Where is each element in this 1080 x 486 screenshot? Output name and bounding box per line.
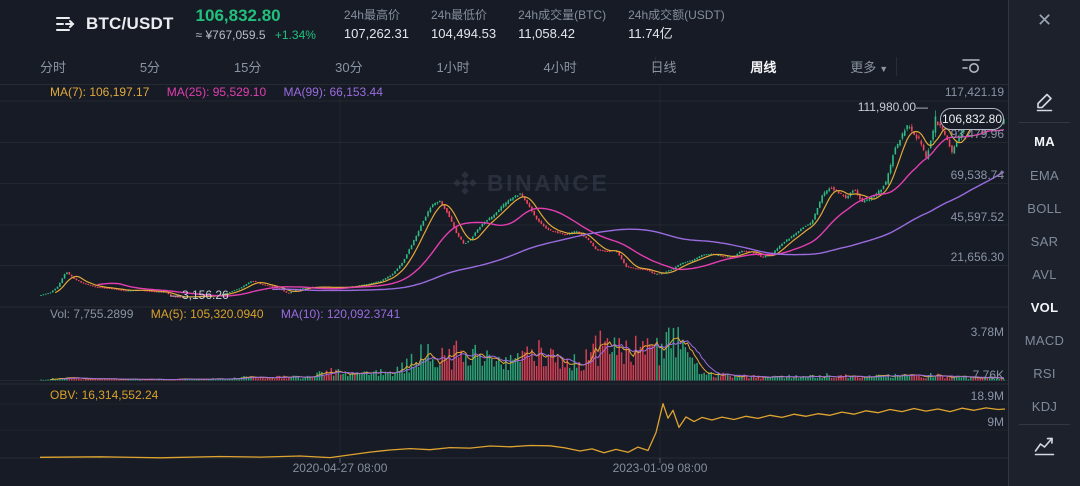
ma25-value: MA(25): 95,529.10 [166, 85, 267, 99]
chevron-down-icon: ▼ [879, 63, 889, 74]
volume-axis-tick: 3.78M [970, 325, 1004, 339]
sidebar-divider [1019, 424, 1070, 425]
last-price: 106,832.80 [195, 6, 281, 25]
binance-logo-icon [453, 171, 477, 195]
price-axis-tick: 93,479.96 [950, 127, 1004, 141]
volume-axis-tick: 7.76K [972, 368, 1004, 382]
stat-high: 24h最高价 107,262.31 [343, 7, 409, 41]
ticker-stats: 24h最高价 107,262.31 24h最低价 104,494.53 24h成交量… [344, 9, 725, 40]
stat-low: 24h最低价 104,494.53 [431, 7, 497, 41]
tab-more[interactable]: 更多 ▼ [850, 59, 889, 75]
time-axis-tick: 2023-01-09 08:00 [612, 461, 708, 475]
symbol-title: BTC/USDT [86, 14, 174, 33]
sidebar-divider [1019, 122, 1070, 123]
indicator-sar[interactable]: SAR [1030, 234, 1059, 249]
stat-volume-usdt: 24h成交额(USDT) 11.74亿 [628, 7, 725, 41]
binance-watermark: BINANCE [452, 170, 609, 196]
chart-region: BTC/USDT 106,832.80 ≈ ¥767,059.5 +1.34% … [0, 0, 1008, 486]
low-marker: —3,156.26 [170, 288, 229, 302]
price-axis-tick: 117,421.19 [944, 85, 1004, 99]
obv-axis-tick: 9M [987, 415, 1004, 429]
tab-4h[interactable]: 4小时 [543, 59, 577, 75]
tab-30m[interactable]: 30分 [335, 59, 363, 75]
tab-5m[interactable]: 5分 [139, 59, 161, 75]
vol-ma10-value: MA(10): 120,092.3741 [280, 307, 401, 321]
stat-volume-btc: 24h成交量(BTC) 11,058.42 [518, 7, 607, 41]
time-axis-tick: 2020-04-27 08:00 [292, 461, 388, 475]
line-chart-icon[interactable] [1009, 434, 1080, 458]
ma7-value: MA(7): 106,197.17 [50, 85, 150, 99]
last-price-tag: 106,832.80 [940, 108, 1004, 130]
tab-1m[interactable]: 分时 [40, 59, 67, 75]
fiat-price: ≈ ¥767,059.5 [195, 28, 266, 42]
ma99-value: MA(99): 66,153.44 [283, 85, 383, 99]
price-block: 106,832.80 ≈ ¥767,059.5 +1.34% [196, 7, 316, 41]
close-icon[interactable]: ✕ [1036, 10, 1053, 30]
vol-value: Vol: 7,755.2899 [50, 307, 134, 321]
kline-settings-icon[interactable] [962, 57, 982, 75]
vol-ma5-value: MA(5): 105,320.0940 [150, 307, 264, 321]
price-axis-tick: 69,538.74 [950, 168, 1004, 182]
tab-1h[interactable]: 1小时 [436, 59, 470, 75]
volume-values: Vol: 7,755.2899 MA(5): 105,320.0940 MA(1… [50, 308, 414, 320]
indicator-ma[interactable]: MA [1034, 134, 1055, 149]
kline-chart[interactable] [0, 0, 1008, 486]
pencil-icon[interactable] [1009, 89, 1080, 113]
watermark-text: BINANCE [487, 169, 610, 196]
symbol-list-icon[interactable] [54, 13, 76, 35]
interval-tabs: 分时 5分 15分 30分 1小时 4小时 日线 周线 更多 ▼ [0, 48, 1008, 85]
obv-axis-tick: 18.9M [970, 389, 1004, 403]
price-axis-tick: 21,656.30 [950, 250, 1004, 264]
obv-value: OBV: 16,314,552.24 [50, 388, 159, 402]
tab-1w[interactable]: 周线 [750, 59, 777, 75]
tabs-divider [896, 57, 897, 76]
change-percent: +1.34% [274, 28, 316, 42]
indicator-avl[interactable]: AVL [1032, 267, 1057, 282]
indicator-kdj[interactable]: KDJ [1031, 399, 1058, 414]
tab-1d[interactable]: 日线 [650, 59, 677, 75]
indicator-boll[interactable]: BOLL [1027, 201, 1062, 216]
ma-overlay-values: MA(7): 106,197.17 MA(25): 95,529.10 MA(9… [50, 86, 397, 98]
indicator-rsi[interactable]: RSI [1033, 366, 1056, 381]
indicator-ema[interactable]: EMA [1029, 168, 1060, 183]
tab-15m[interactable]: 15分 [233, 59, 262, 75]
indicator-macd[interactable]: MACD [1024, 333, 1065, 348]
tabs-divider [655, 57, 656, 76]
indicator-vol[interactable]: VOL [1030, 300, 1059, 315]
header: BTC/USDT 106,832.80 ≈ ¥767,059.5 +1.34% … [0, 0, 1008, 48]
high-marker: 111,980.00— [857, 100, 928, 114]
price-axis-tick: 45,597.52 [950, 210, 1004, 224]
indicator-sidebar: ✕ MA EMA BOLL SAR AVL VOL MACD RSI KDJ [1008, 0, 1080, 486]
